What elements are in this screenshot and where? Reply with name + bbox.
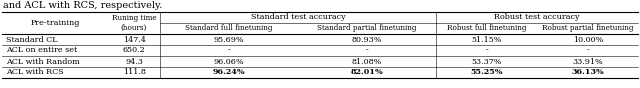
- Text: 96.06%: 96.06%: [214, 57, 244, 65]
- Text: Standard CL: Standard CL: [6, 35, 58, 43]
- Text: -: -: [587, 46, 589, 54]
- Text: Robust full finetuning: Robust full finetuning: [447, 24, 527, 32]
- Text: Standard test accuracy: Standard test accuracy: [251, 13, 346, 21]
- Text: 94.3: 94.3: [125, 57, 143, 65]
- Text: ACL with Random: ACL with Random: [6, 57, 80, 65]
- Text: 55.25%: 55.25%: [471, 68, 503, 76]
- Text: Runing time
(hours): Runing time (hours): [112, 14, 156, 32]
- Text: ACL with RCS: ACL with RCS: [6, 68, 64, 76]
- Text: Robust partial finetuning: Robust partial finetuning: [542, 24, 634, 32]
- Text: 51.15%: 51.15%: [472, 35, 502, 43]
- Text: 33.91%: 33.91%: [573, 57, 604, 65]
- Text: 82.01%: 82.01%: [351, 68, 383, 76]
- Text: Pre-training: Pre-training: [30, 19, 80, 27]
- Text: 95.69%: 95.69%: [214, 35, 244, 43]
- Text: 81.08%: 81.08%: [352, 57, 382, 65]
- Text: -: -: [486, 46, 488, 54]
- Text: Standard partial finetuning: Standard partial finetuning: [317, 24, 417, 32]
- Text: 36.13%: 36.13%: [572, 68, 604, 76]
- Text: 111.8: 111.8: [123, 68, 145, 76]
- Text: 80.93%: 80.93%: [352, 35, 382, 43]
- Text: -: -: [365, 46, 369, 54]
- Text: 147.4: 147.4: [123, 35, 145, 43]
- Text: 53.37%: 53.37%: [472, 57, 502, 65]
- Text: 96.24%: 96.24%: [212, 68, 245, 76]
- Text: ACL on entire set: ACL on entire set: [6, 46, 77, 54]
- Text: Standard full finetuning: Standard full finetuning: [185, 24, 273, 32]
- Text: and ACL with RCS, respectively.: and ACL with RCS, respectively.: [3, 1, 163, 10]
- Text: -: -: [228, 46, 230, 54]
- Text: 10.00%: 10.00%: [573, 35, 603, 43]
- Text: 650.2: 650.2: [123, 46, 145, 54]
- Text: Robust test accuracy: Robust test accuracy: [494, 13, 580, 21]
